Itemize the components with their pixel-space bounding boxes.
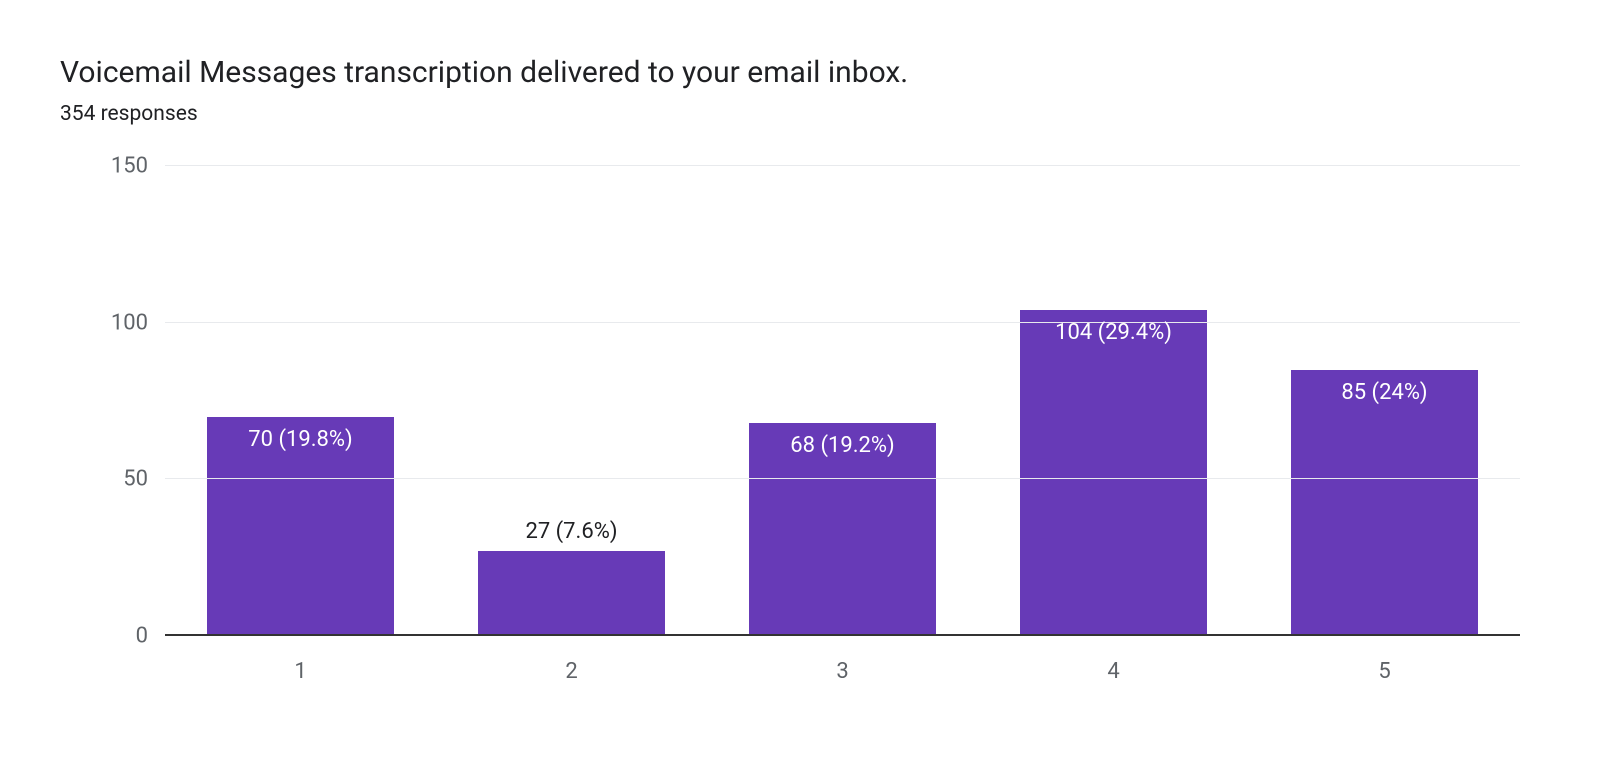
bar-value-label: 85 (24%) [1341,380,1427,405]
bar[interactable]: 68 (19.2%) [749,423,936,636]
bar[interactable]: 85 (24%) [1291,370,1478,636]
y-tick-label: 100 [111,310,148,335]
bar-value-label: 68 (19.2%) [790,433,894,458]
bar-slot: 70 (19.8%) [165,166,436,636]
bar[interactable]: 104 (29.4%) [1020,310,1207,636]
gridline [165,165,1520,166]
chart-subtitle: 354 responses [60,102,1540,126]
bar-value-label: 27 (7.6%) [525,519,617,544]
gridline [165,322,1520,323]
bar-slot: 85 (24%) [1249,166,1520,636]
chart-title: Voicemail Messages transcription deliver… [60,55,1540,90]
bar-slot: 68 (19.2%) [707,166,978,636]
x-tick-label: 4 [978,641,1249,696]
y-tick-label: 0 [136,624,148,649]
bars-wrap: 70 (19.8%) 27 (7.6%) 68 (19.2%) 104 (29.4%)… [165,166,1520,636]
bar-value-label: 70 (19.8%) [248,427,352,452]
gridline [165,478,1520,479]
chart-container: 0 50 100 150 70 (19.8%) 27 (7.6%) 68 (19.2%) 1… [60,156,1540,696]
bar-value-label: 104 (29.4%) [1055,320,1172,345]
bar-slot: 104 (29.4%) [978,166,1249,636]
bar-slot: 27 (7.6%) [436,166,707,636]
plot-area: 70 (19.8%) 27 (7.6%) 68 (19.2%) 104 (29.4%)… [165,166,1520,636]
x-tick-label: 5 [1249,641,1520,696]
x-tick-label: 2 [436,641,707,696]
y-tick-label: 150 [111,154,148,179]
x-tick-label: 3 [707,641,978,696]
bar[interactable]: 70 (19.8%) [207,417,394,636]
baseline [165,634,1520,636]
y-tick-label: 50 [123,467,148,492]
bar[interactable]: 27 (7.6%) [478,551,665,636]
x-tick-label: 1 [165,641,436,696]
x-axis: 12345 [165,641,1520,696]
y-axis: 050100150 [60,166,160,636]
